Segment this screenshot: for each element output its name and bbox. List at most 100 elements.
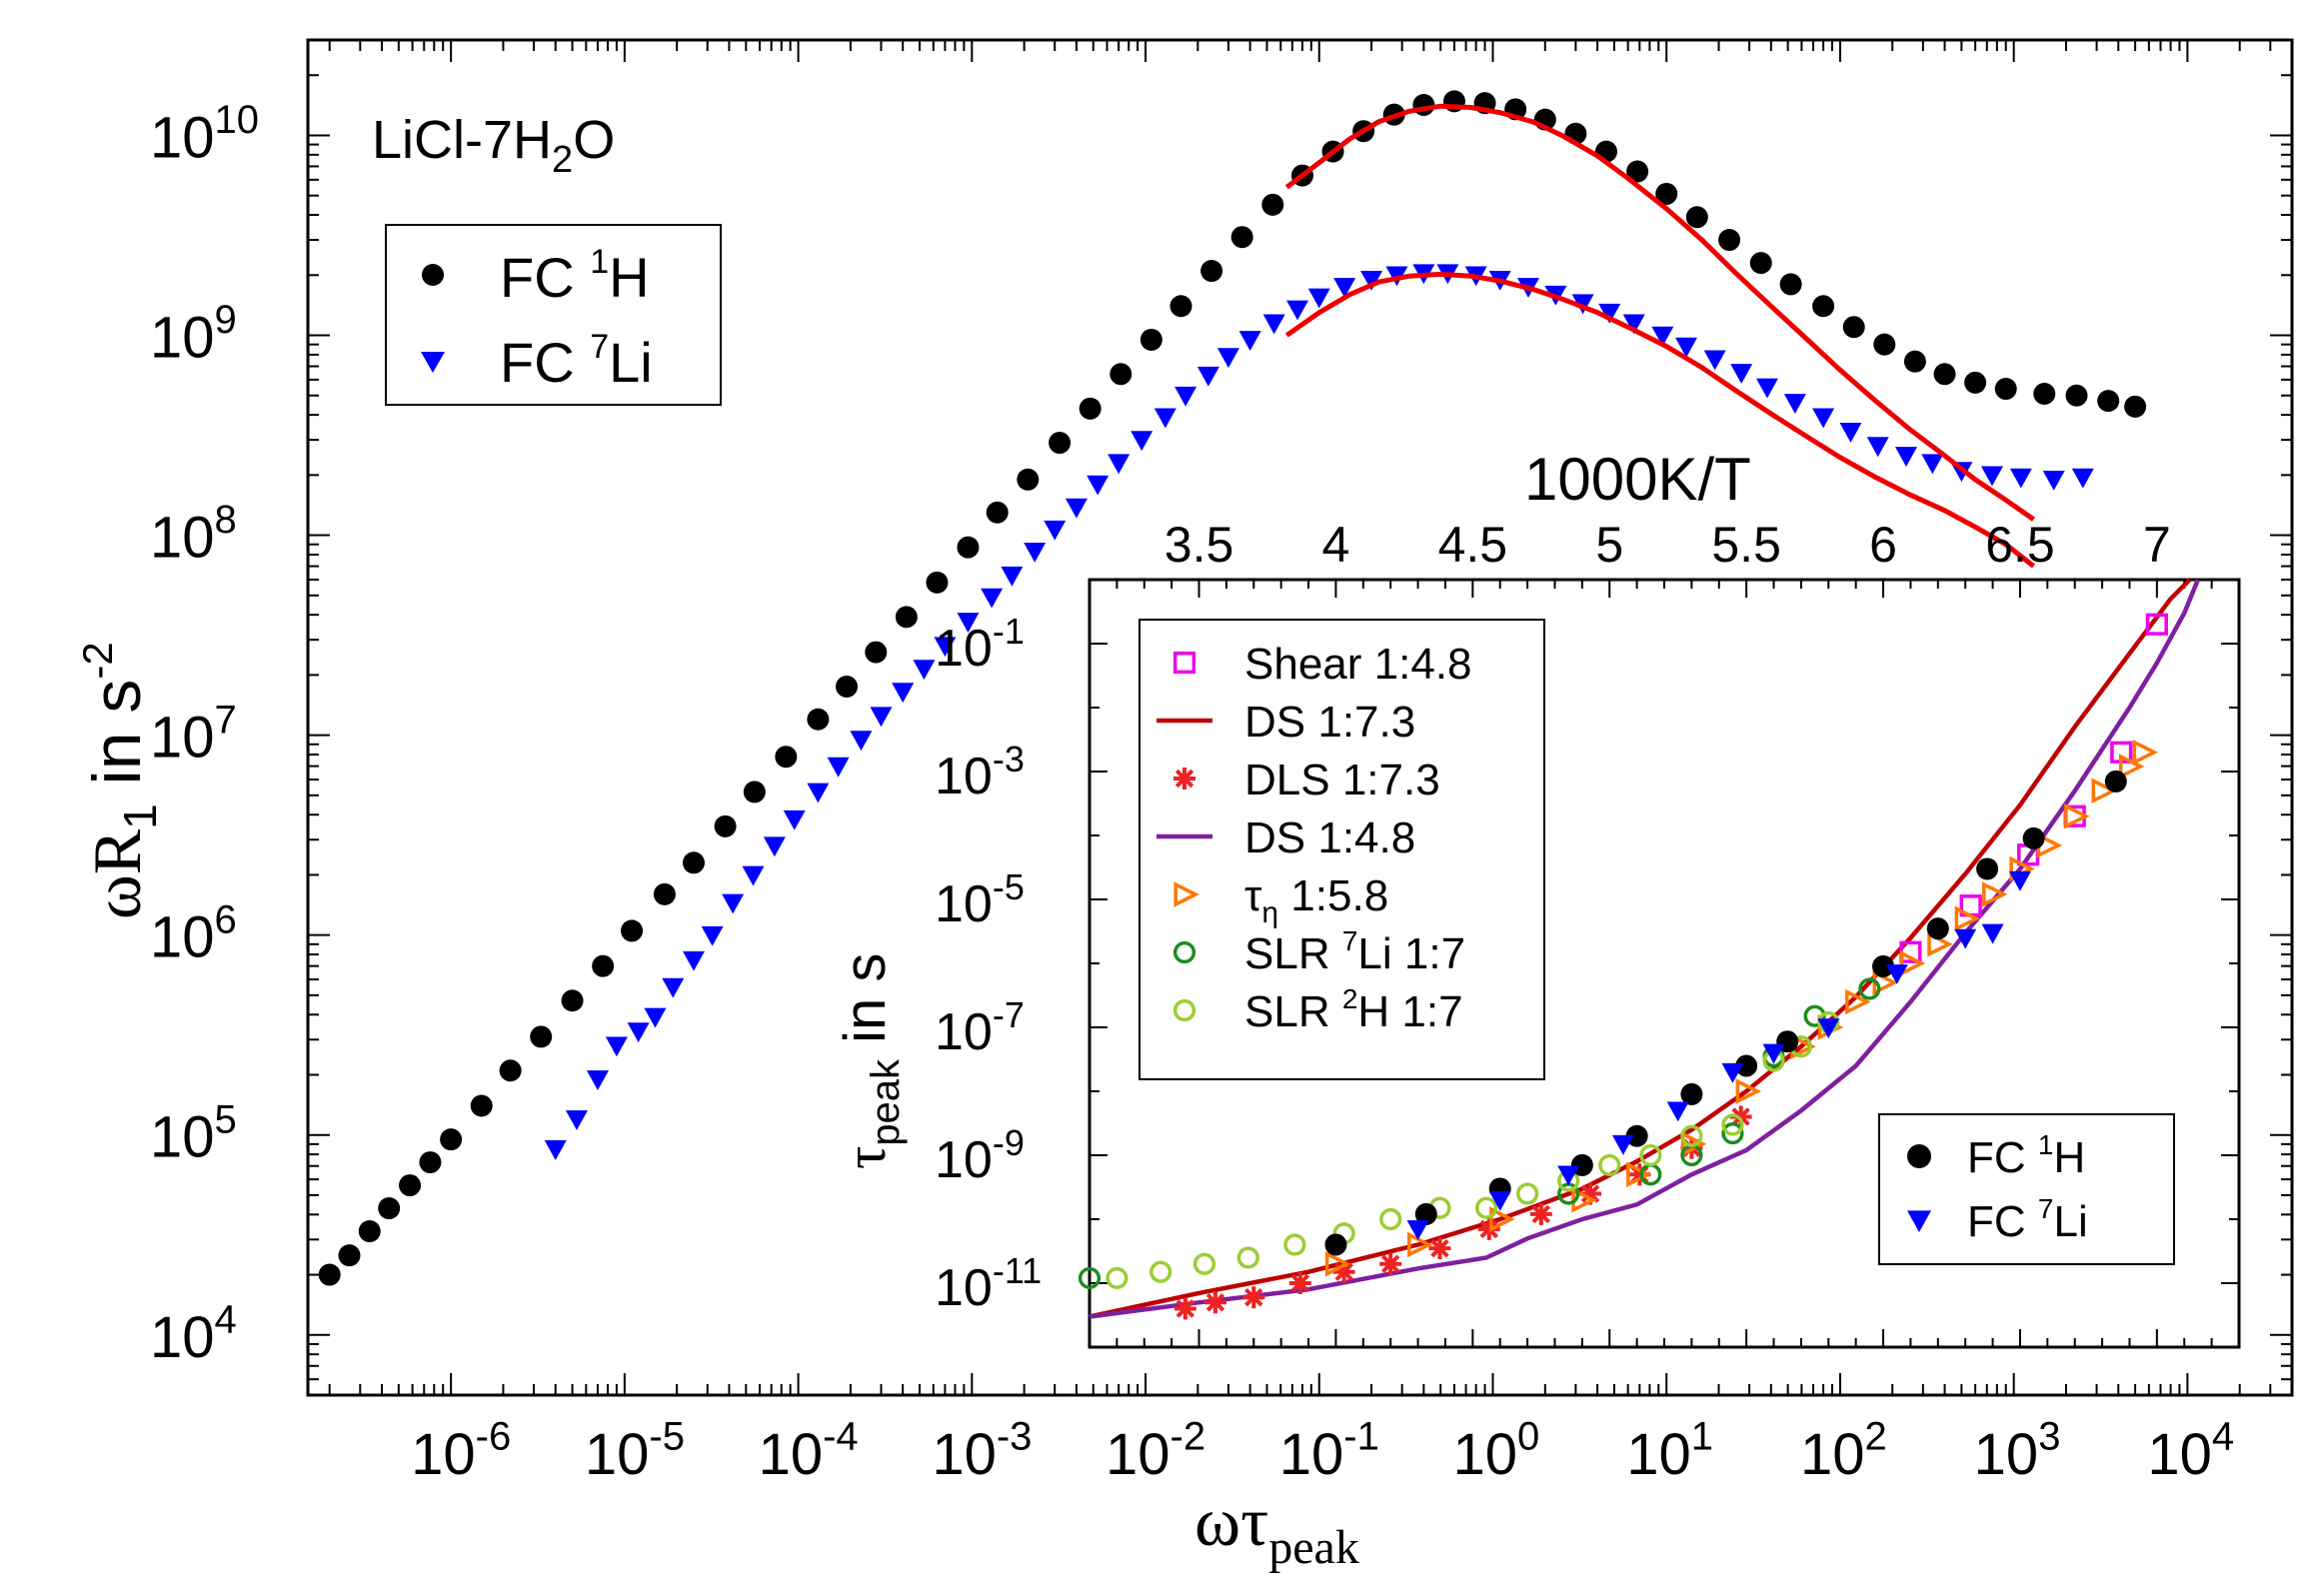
inset-point-fc-7li	[1954, 928, 1977, 949]
inset-legend-marker-slr-7li-1-7	[1172, 940, 1196, 964]
inset-x-tick-label: 5.5	[1711, 517, 1781, 573]
inset-point-slr-2h-1-7	[1474, 1196, 1498, 1219]
main-point-fc-1h	[419, 1151, 442, 1174]
main-point-fc-7li	[957, 613, 980, 633]
main-y-tick-label: 106	[150, 897, 237, 969]
inset-point-fc-7li	[1666, 1101, 1689, 1122]
main-point-fc-7li	[1866, 437, 1889, 458]
inset-legend-marker-shear-1-4-8	[1172, 651, 1196, 675]
main-point-fc-1h	[653, 882, 676, 905]
main-axis-ticks	[308, 39, 2293, 1396]
main-point-fc-1h	[1718, 229, 1741, 252]
inset-point-fc-1h	[1735, 1054, 1758, 1077]
main-point-fc-7li	[742, 865, 765, 886]
inset-y-tick-label: 10-7	[935, 994, 1025, 1061]
main-point-fc-7li	[1755, 378, 1778, 399]
main-point-fc-7li	[605, 1036, 628, 1057]
inset-point-fc-7li	[1406, 1220, 1429, 1240]
main-plot-frame	[306, 38, 2294, 1397]
main-point-fc-1h	[2124, 395, 2147, 418]
inset-point-slr-2h-1-7	[1106, 1266, 1129, 1290]
inset-point-fc-7li	[1721, 1062, 1744, 1083]
inset-legend-label-dls-1-7-3: DLS 1:7.3	[1244, 756, 1440, 804]
inset-point-fc-7li	[1611, 1134, 1634, 1155]
inset-legend-label-ds-1-4-8: DS 1:4.8	[1244, 813, 1415, 862]
inset-legend-label-ds-1-7-3: DS 1:7.3	[1244, 698, 1415, 747]
main-point-fc-7li	[1307, 288, 1330, 309]
main-series	[318, 90, 2147, 1286]
main-point-fc-7li	[1651, 326, 1674, 347]
main-fit-line-3	[1284, 271, 2036, 569]
main-point-fc-7li	[763, 836, 786, 857]
inset-x-tick-labels: 3.5 4 4.5 5 5.5 6 6.5 7	[1164, 517, 2171, 573]
main-point-fc-1h	[2065, 384, 2088, 407]
main-point-fc-1h	[986, 501, 1009, 524]
main-y-tick-label: 108	[150, 498, 237, 570]
main-point-fc-7li	[1675, 337, 1698, 358]
main-x-tick-label: 10-4	[759, 1415, 859, 1487]
main-point-fc-1h	[561, 989, 584, 1012]
inset-point-slr-2h-1-7	[1639, 1143, 1662, 1167]
main-point-fc-1h	[621, 919, 644, 942]
inset-point-slr-2h-1-7	[1283, 1233, 1306, 1256]
main-point-fc-1h	[1779, 273, 1802, 296]
main-x-tick-label: 10-6	[411, 1415, 511, 1487]
inset-x-tick-label: 6	[1869, 517, 1897, 573]
main-point-fc-7li	[586, 1070, 609, 1090]
inset-x-tick-label: 7	[2143, 517, 2171, 573]
main-point-fc-7li	[850, 731, 873, 752]
main-point-fc-7li	[913, 660, 936, 681]
inset-point-dls-1-7-3	[1203, 1291, 1226, 1314]
main-y-tick-label: 107	[150, 698, 237, 770]
inset-point-slr-2h-1-7	[1150, 1260, 1172, 1283]
inset-point-dls-1-7-3	[1173, 1297, 1196, 1320]
inset-point-dls-1-7-3	[1477, 1217, 1500, 1240]
inset-point-slr-2h-1-7	[1379, 1207, 1402, 1231]
main-point-fc-7li	[565, 1110, 588, 1130]
main-point-fc-1h	[1749, 252, 1772, 275]
main-y-tick-label: 105	[150, 1097, 237, 1169]
inset-point-1-5-8	[1735, 1078, 1762, 1104]
main-point-fc-7li	[1730, 364, 1753, 384]
main-point-fc-7li	[1044, 520, 1067, 541]
inset-plot: 3.5 4 4.5 5 5.5 6 6.5 7 10-110-310-510-710-910-…	[833, 446, 2241, 1349]
inset-legend-fc-box	[1878, 1113, 2175, 1265]
inset-series-fc-7li	[1406, 870, 2031, 1240]
main-point-fc-1h	[1842, 316, 1865, 339]
inset-legend-label-slr-2h-1-7: SLR 2H 1:7	[1244, 983, 1463, 1036]
inset-x-tick-label: 4	[1322, 517, 1350, 573]
inset-legend-marker-slr-2h-1-7	[1172, 998, 1196, 1022]
main-point-fc-1h	[865, 641, 888, 664]
inset-point-fc-1h	[2104, 770, 2127, 793]
main-point-fc-7li	[1333, 278, 1356, 298]
inset-point-1-5-8	[1680, 1130, 1707, 1157]
inset-point-fc-7li	[1762, 1043, 1785, 1064]
inset-x-tick-label: 4.5	[1438, 517, 1508, 573]
main-point-fc-7li	[1360, 270, 1383, 291]
main-point-fc-1h	[1873, 333, 1896, 356]
inset-point-dls-1-7-3	[1529, 1202, 1552, 1225]
inset-x-tick-label: 5	[1595, 517, 1623, 573]
main-point-fc-7li	[1238, 331, 1261, 351]
main-point-fc-7li	[934, 637, 957, 658]
inset-legend-marker-dls-1-7-3	[1173, 768, 1195, 790]
main-point-fc-1h	[1812, 295, 1835, 318]
inset-point-slr-2h-1-7	[1236, 1246, 1259, 1269]
legend-label-fc-7li: FC 7Li	[500, 328, 653, 394]
main-point-fc-7li	[1087, 475, 1110, 496]
main-point-fc-7li	[1921, 454, 1944, 475]
main-point-fc-1h	[1200, 260, 1223, 283]
main-point-fc-7li	[1812, 408, 1835, 429]
main-point-fc-1h	[836, 675, 859, 698]
main-point-fc-1h	[1933, 363, 1956, 386]
main-point-fc-7li	[1980, 466, 2003, 487]
inset-legend-label-shear-1-4-8: Shear 1:4.8	[1244, 640, 1472, 689]
inset-point-slr-7li-1-7	[1858, 977, 1881, 1000]
main-point-fc-1h	[1169, 295, 1192, 318]
legend-label-fc-1h: FC 1H	[500, 243, 650, 309]
inset-x-tick-label: 6.5	[1985, 517, 2055, 573]
inset-point-1-5-8	[2064, 803, 2090, 829]
inset-point-1-5-8	[1982, 881, 2008, 907]
main-point-fc-7li	[1108, 454, 1131, 475]
